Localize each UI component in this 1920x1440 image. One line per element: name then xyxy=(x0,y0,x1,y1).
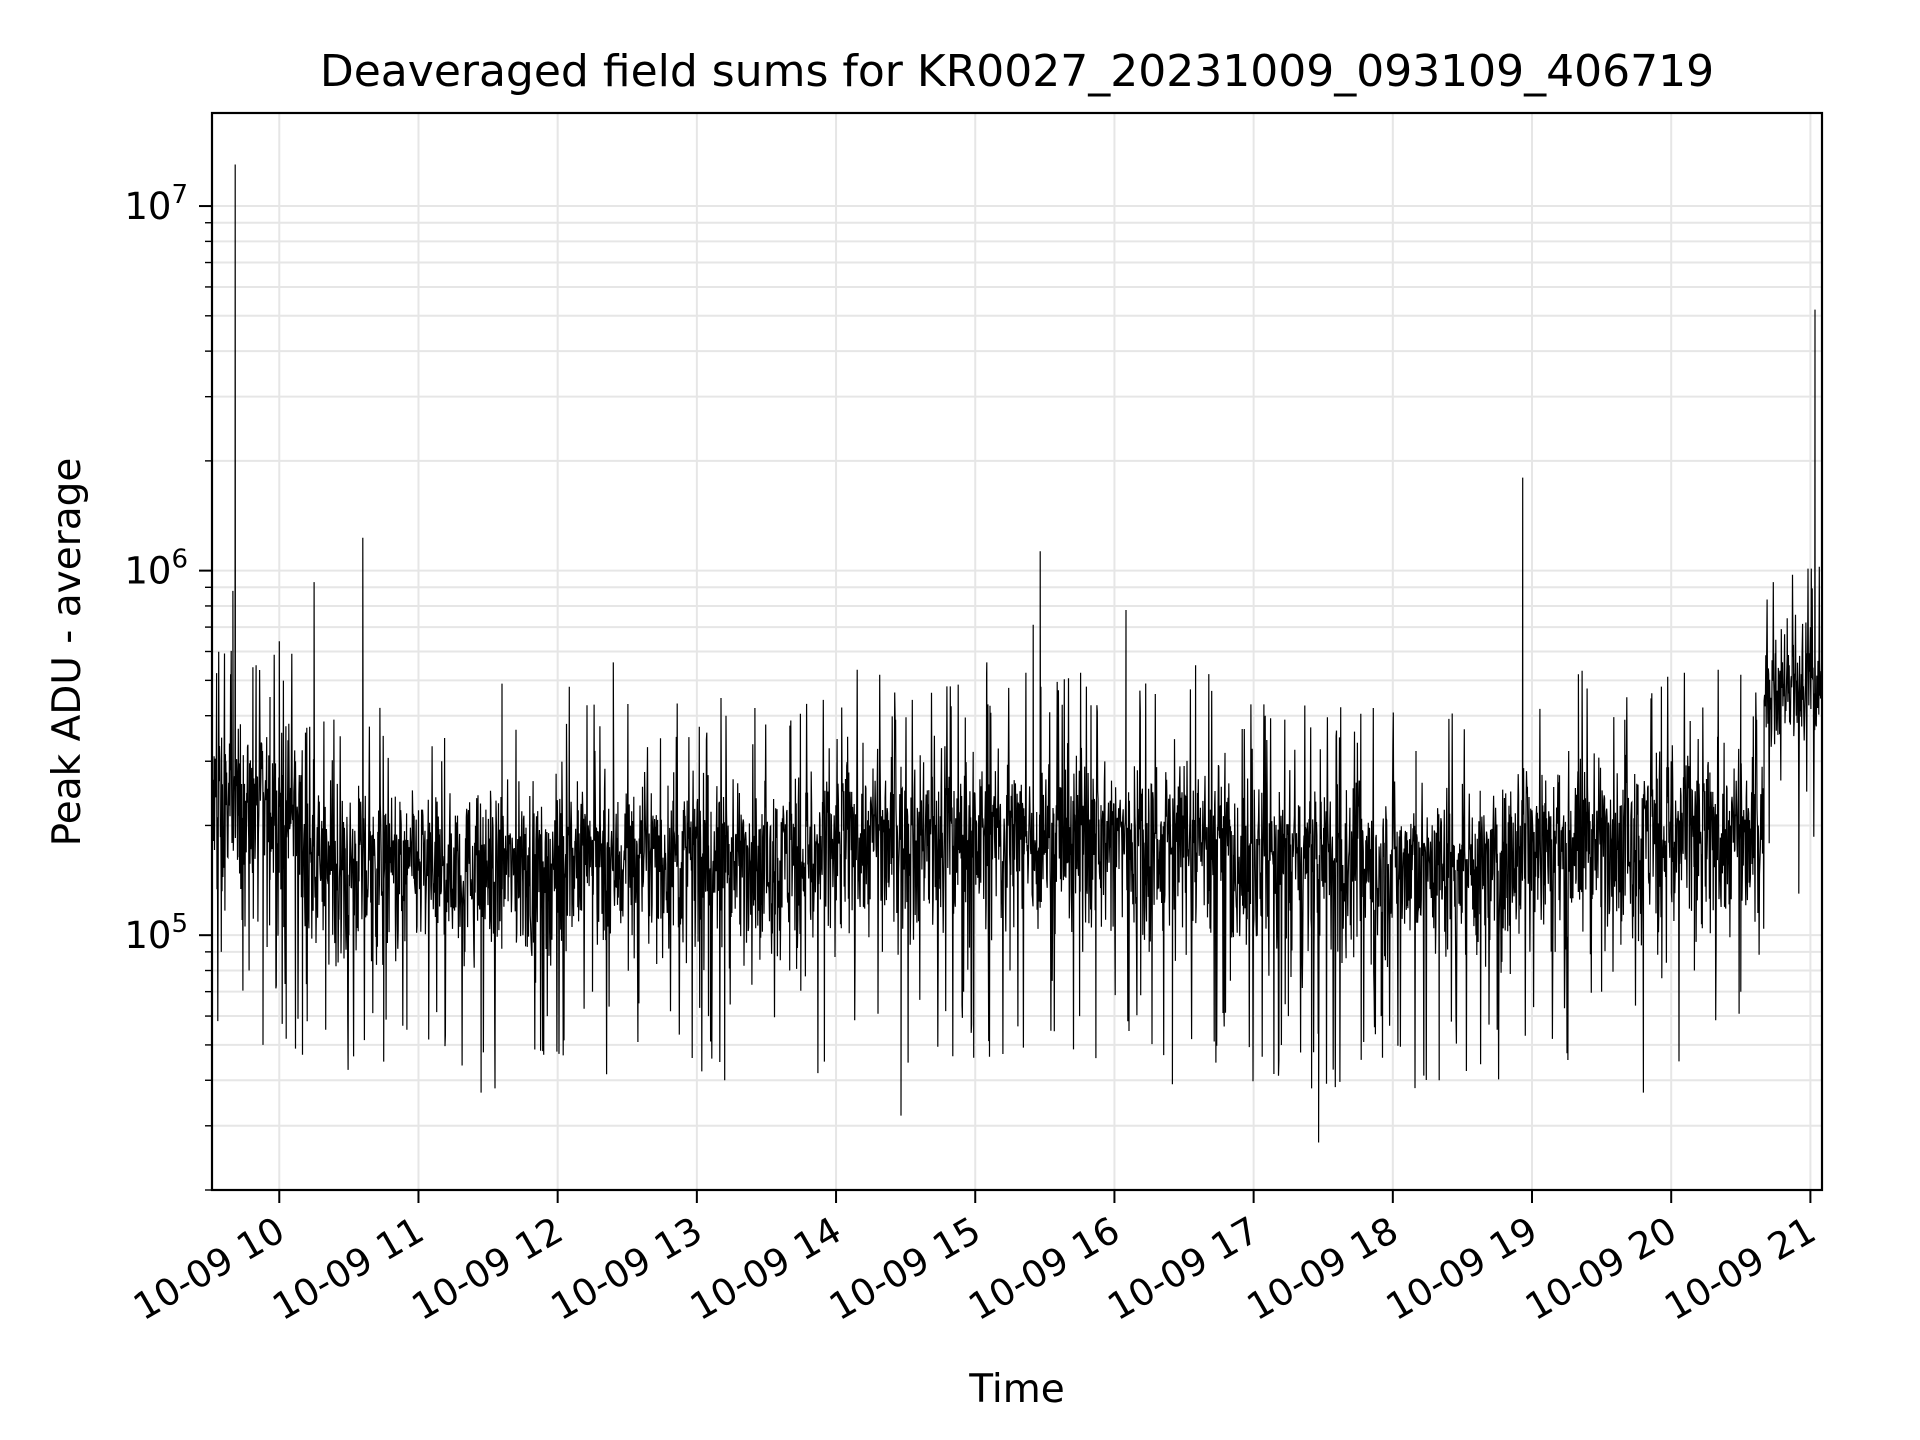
y-axis-label: Peak ADU - average xyxy=(45,458,90,847)
x-axis-label: Time xyxy=(968,1367,1064,1412)
y-tick-label: 105 xyxy=(124,909,188,957)
y-tick-label: 106 xyxy=(124,545,188,593)
series-line xyxy=(211,164,1823,1143)
data-series xyxy=(211,164,1823,1143)
y-tick-label: 107 xyxy=(124,180,188,228)
chart-title: Deaveraged field sums for KR0027_2023100… xyxy=(320,46,1714,97)
